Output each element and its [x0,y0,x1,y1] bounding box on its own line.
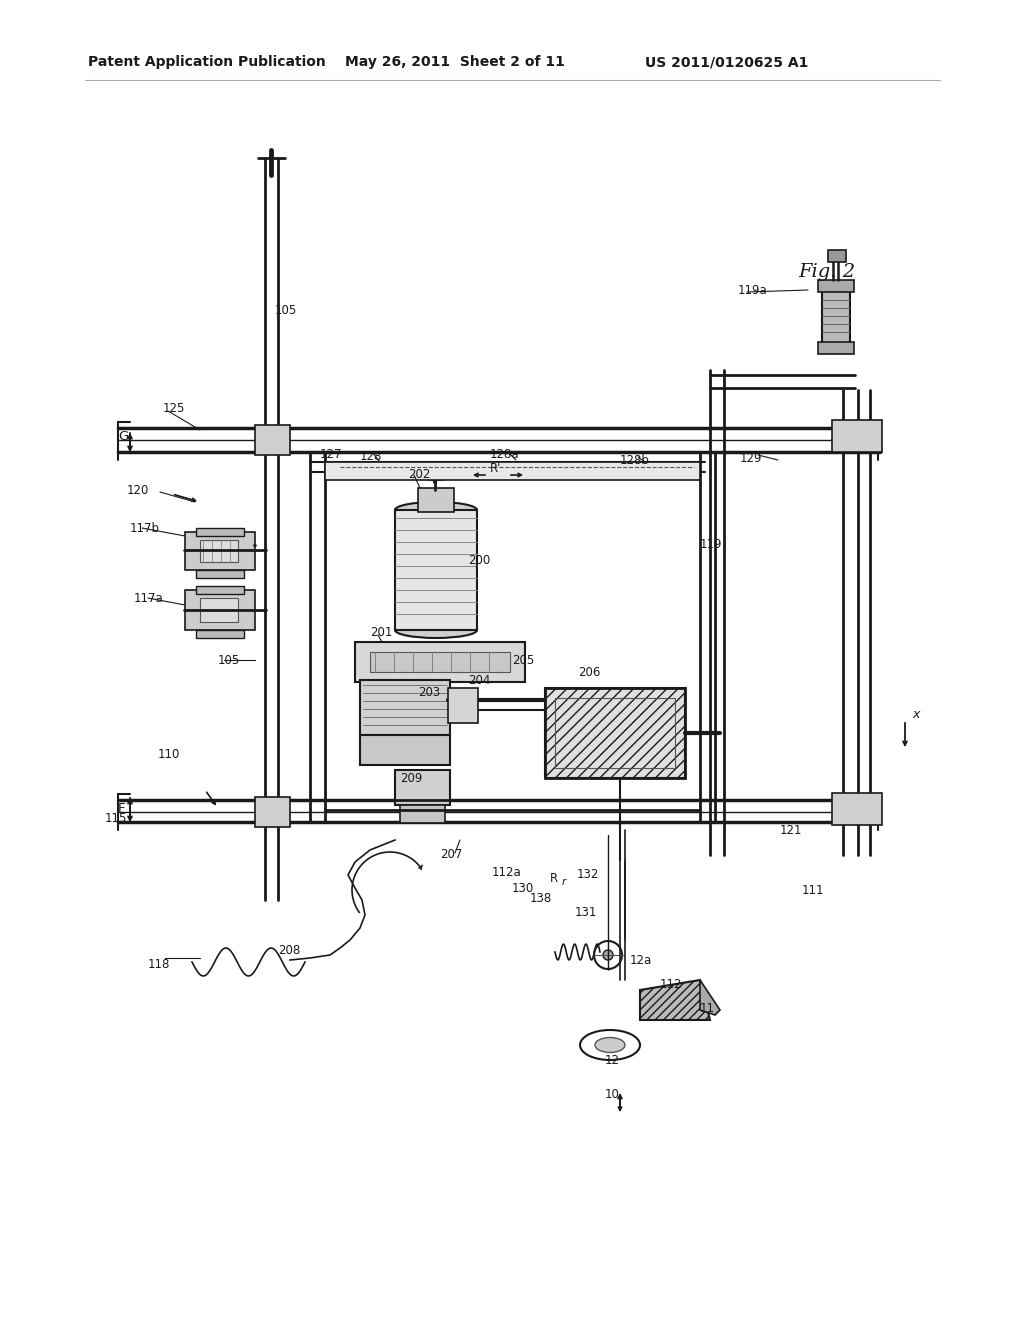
Text: 125: 125 [163,401,185,414]
Text: r: r [562,876,566,887]
Text: 12: 12 [605,1053,620,1067]
Text: 128a: 128a [490,449,519,462]
Text: 204: 204 [468,673,490,686]
Text: 209: 209 [400,771,422,784]
Bar [196,528,244,536]
Bar [428,470,442,480]
Text: 202: 202 [408,469,430,482]
Text: 127: 127 [319,449,342,462]
Text: 119a: 119a [738,284,768,297]
Text: 206: 206 [578,665,600,678]
Text: 110: 110 [158,748,180,762]
Text: 115: 115 [105,812,127,825]
Text: 112a: 112a [492,866,522,879]
Text: 111: 111 [802,883,824,896]
Text: 112: 112 [660,978,683,991]
Bar [196,570,244,578]
Text: 132: 132 [577,869,599,882]
Text: 119: 119 [700,539,723,552]
Polygon shape [640,979,710,1020]
Text: 10: 10 [605,1089,620,1101]
Bar [370,652,510,672]
Text: 120: 120 [127,483,150,496]
Bar [185,532,255,570]
Bar [828,249,846,261]
Text: R': R' [490,462,502,474]
Text: 105: 105 [275,304,297,317]
Bar [255,425,290,455]
Text: May 26, 2011  Sheet 2 of 11: May 26, 2011 Sheet 2 of 11 [345,55,565,69]
Bar [325,462,700,480]
Text: 12a: 12a [630,953,652,966]
Bar [196,630,244,638]
Ellipse shape [603,950,613,960]
Text: 121: 121 [780,824,803,837]
Text: G: G [118,430,128,444]
Text: F: F [118,801,126,814]
Bar [545,688,685,777]
Bar [255,797,290,828]
Text: 201: 201 [370,626,392,639]
Bar [200,540,238,562]
Text: 117a: 117a [134,591,164,605]
Text: 105: 105 [218,653,241,667]
Text: 129: 129 [740,451,763,465]
Bar [360,735,450,766]
Text: 11: 11 [700,1002,715,1015]
Ellipse shape [595,1038,625,1052]
Bar [555,698,675,768]
Text: Fig. 2: Fig. 2 [798,263,855,281]
Bar [360,680,450,735]
Bar [449,688,478,723]
Bar [822,285,850,345]
Text: 207: 207 [440,849,463,862]
Text: 208: 208 [278,944,300,957]
Text: 203: 203 [418,685,440,698]
Text: 117b: 117b [130,521,160,535]
Bar [831,793,882,825]
Bar [395,770,450,805]
Text: 118: 118 [148,958,170,972]
Text: 131: 131 [575,906,597,919]
Bar [818,280,854,292]
Polygon shape [700,979,720,1015]
Text: 200: 200 [468,553,490,566]
Text: Patent Application Publication: Patent Application Publication [88,55,326,69]
Text: 128b: 128b [620,454,650,466]
Ellipse shape [395,502,477,517]
Bar [355,642,525,682]
Text: 128: 128 [360,450,382,462]
Text: US 2011/0120625 A1: US 2011/0120625 A1 [645,55,808,69]
Text: R: R [550,871,558,884]
Bar [818,342,854,354]
Text: 130: 130 [512,882,535,895]
Ellipse shape [395,622,477,638]
Text: x: x [912,709,920,722]
Bar [831,420,882,451]
Bar [196,586,244,594]
Bar [185,590,255,630]
Text: 205: 205 [512,653,535,667]
Bar [545,688,685,777]
Bar [400,805,445,822]
Text: 138: 138 [530,891,552,904]
Bar [200,598,238,622]
Bar [418,488,454,512]
Bar [395,510,477,630]
